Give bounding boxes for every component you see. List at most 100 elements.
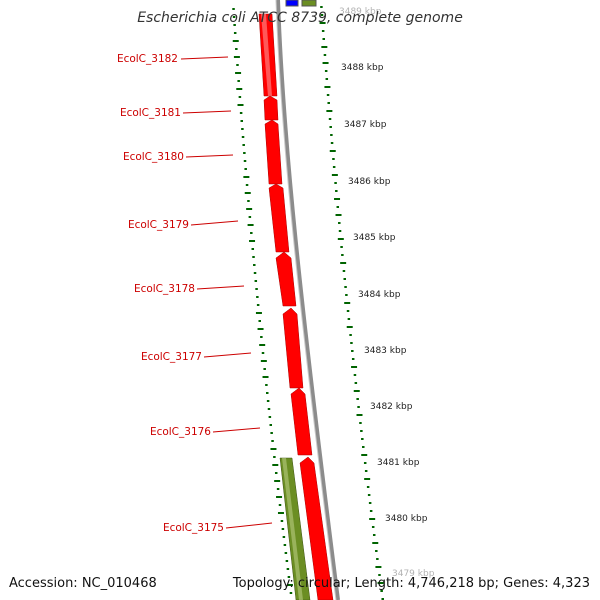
kbp-tick-label: 3484 kbp [358,290,401,300]
gc-content-mark [359,422,362,424]
gene-ecolc-3175 [299,456,334,600]
gc-content-mark [319,22,326,24]
gc-content-mark [366,486,370,488]
genome-backbone [276,0,340,600]
gc-skew-mark [262,376,269,378]
gc-skew-mark [260,336,263,338]
gc-content-mark [334,198,341,200]
gc-content-mark [340,262,347,264]
gc-skew-mark [253,264,256,266]
gc-skew-mark [263,368,266,370]
gc-content-mark [326,110,333,112]
gc-skew-mark [250,232,253,234]
gc-skew-mark [269,424,273,426]
gc-skew-mark [286,584,293,586]
gc-content-mark [329,126,332,128]
gc-content-mark [351,358,355,360]
gc-skew-mark [276,496,283,498]
gc-content-mark [320,6,323,8]
gc-skew-mark [267,408,271,410]
gc-content-mark [375,566,382,568]
gc-content-track [319,6,384,600]
gc-skew-mark [256,304,260,306]
gc-skew-mark [248,216,252,218]
kbp-tick-label: 3480 kbp [385,514,428,524]
gc-skew-mark [258,320,261,322]
gc-skew-mark [276,488,280,490]
gc-content-mark [362,446,365,448]
gc-skew-mark [271,440,274,442]
gc-content-mark [326,94,330,96]
gc-skew-mark [266,400,270,402]
gc-content-mark [360,430,363,432]
gc-content-mark [337,238,344,240]
gc-skew-mark [244,168,247,170]
gc-skew-mark [242,144,245,146]
gc-content-mark [353,374,357,376]
genome-backbone-highlight [275,0,337,600]
kbp-tick-group: 3489 kbp 3488 kbp 3487 kbp 3486 kbp 3485 kbp… [339,7,435,579]
gc-skew-mark [280,520,284,522]
gc-content-mark [346,326,353,328]
gc-skew-mark [238,96,242,98]
gene-leader-line [225,522,273,529]
gc-skew-mark [285,560,289,562]
gc-content-mark [369,518,376,520]
gc-skew-mark [243,176,250,178]
gc-skew-mark [256,296,259,298]
gc-skew-mark [252,256,255,258]
gc-skew-mark [241,136,245,138]
gc-skew-mark [254,280,258,282]
gc-content-mark [320,14,324,16]
gc-skew-mark [261,352,265,354]
gene-ecolc-3176 [290,387,313,456]
gc-skew-mark [247,224,254,226]
gc-skew-mark [289,592,293,594]
kbp-tick-label: 3479 kbp [392,569,435,579]
gc-content-mark [341,254,344,256]
gc-skew-mark [265,384,268,386]
gc-skew-mark [235,72,242,74]
cds-track [258,13,334,600]
gc-skew-mark [255,288,258,290]
gc-content-mark [325,78,329,80]
gene-label: EcolC_3175 [163,522,224,534]
gc-skew-mark [255,312,262,314]
gc-content-mark [357,406,360,408]
gc-content-mark [364,478,371,480]
gc-skew-mark [243,160,247,162]
gene-ecolc-3179 [268,183,290,253]
gc-content-mark [372,534,376,536]
gc-skew-mark [281,528,285,530]
gc-skew-mark [270,432,273,434]
gc-content-mark [330,142,334,144]
gc-content-mark [332,158,335,160]
gc-skew-mark [233,32,237,34]
gc-content-mark [331,174,338,176]
gc-skew-mark [278,504,282,506]
gene-label: EcolC_3176 [150,426,211,438]
gc-content-mark [356,414,363,416]
gc-content-mark [363,462,367,464]
genome-summary-text: Topology: circular; Length: 4,746,218 bp… [232,576,590,591]
gc-content-mark [321,46,328,48]
gene-leader-line [190,220,239,226]
kbp-tick-label: 3488 kbp [341,63,384,73]
gc-content-mark [349,334,352,336]
gc-skew-mark [237,80,240,82]
gc-content-mark [356,398,359,400]
gc-skew-mark [239,112,243,114]
gc-skew-mark [284,552,288,554]
gc-content-mark [338,222,341,224]
gc-skew-mark [251,248,255,250]
gc-skew-mark [260,360,267,362]
gc-content-mark [369,510,373,512]
gc-content-mark [335,214,342,216]
gc-content-mark [332,166,336,168]
gc-skew-mark [286,568,290,570]
gc-skew-mark [235,48,238,50]
gc-content-mark [324,86,331,88]
blue-feature [285,0,299,7]
gc-skew-mark [240,120,244,122]
